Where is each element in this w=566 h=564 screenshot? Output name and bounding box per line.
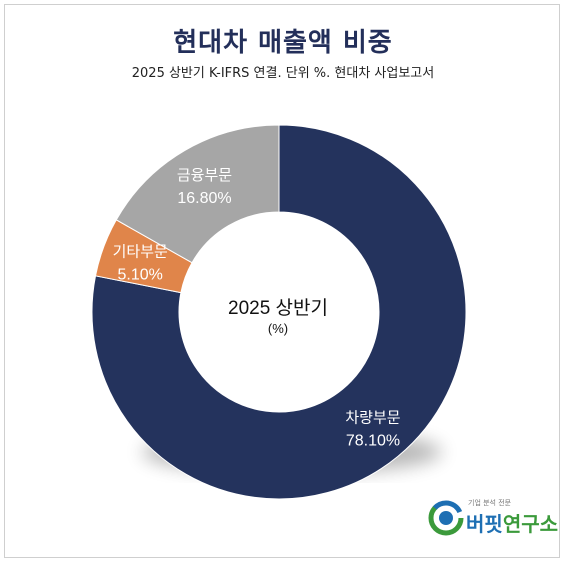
slice-value-label: 16.80% (177, 190, 231, 207)
logo-name-part1: 버핏 (466, 512, 503, 536)
center-label-year: 2025 상반기 (228, 297, 328, 319)
buffett-lab-logo: 기업 분석 전문 버핏연구소 (428, 496, 558, 540)
chart-subtitle: 2025 상반기 K-IFRS 연결. 단위 %. 현대차 사업보고서 (131, 66, 435, 81)
slice-category-label: 차량부문 (345, 409, 400, 426)
slice-category-label: 기타부문 (113, 244, 168, 261)
slice-value-label: 5.10% (118, 267, 163, 284)
center-label-unit: (%) (268, 321, 288, 336)
slice-value-label: 78.10% (346, 432, 400, 449)
donut-slice-1 (91, 124, 467, 500)
chart-title: 현대차 매출액 비중 (173, 28, 393, 58)
logo-name: 버핏연구소 (466, 508, 558, 537)
slice-category-label: 금융부문 (177, 167, 232, 184)
logo-tagline: 기업 분석 전문 (468, 499, 512, 507)
logo-name-part2: 연구소 (502, 512, 559, 536)
donut-slices (91, 124, 467, 500)
donut-slice-3 (115, 124, 280, 264)
slice-labels: 차량부문 78.10% 기타부문 5.10% 금융부문 16.80% (113, 167, 401, 449)
logo-mark-icon (428, 500, 464, 536)
